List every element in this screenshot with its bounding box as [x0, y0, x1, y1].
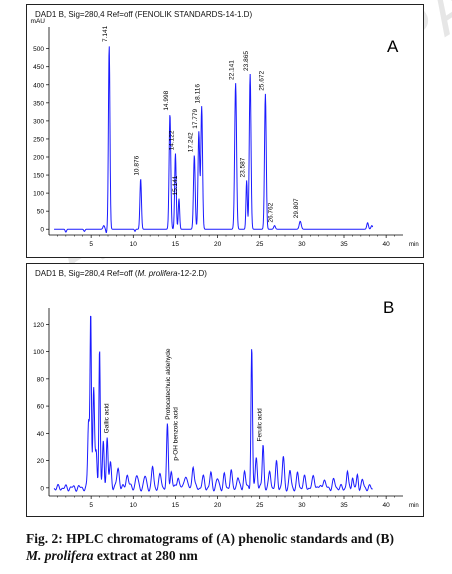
panel-a-header: DAD1 B, Sig=280,4 Ref=off (FENOLIK STAND… [35, 10, 253, 19]
x-axis-label: min [409, 242, 419, 248]
peak-label: 17.242 [187, 132, 194, 152]
peak-label: 26.762 [268, 202, 275, 222]
y-tick-label: 20 [37, 458, 45, 465]
y-tick-label: 500 [33, 46, 44, 53]
chromatogram-trace [54, 46, 374, 233]
compound-label: p-OH benzoic acid [172, 407, 179, 461]
y-tick-label: 0 [40, 485, 44, 492]
peak-label: 10.876 [134, 155, 141, 175]
y-tick-label: 300 [33, 118, 44, 125]
panel-a-label: A [387, 37, 399, 56]
y-tick-label: 80 [37, 376, 45, 383]
peak-label: 22.141 [229, 60, 236, 80]
x-tick-label: 5 [89, 502, 93, 509]
x-tick-label: 40 [383, 241, 391, 248]
y-tick-label: 150 [33, 173, 44, 180]
peak-label: 14.998 [163, 90, 170, 110]
y-tick-label: 40 [37, 431, 45, 438]
panel-b-header: DAD1 B, Sig=280,4 Ref=off (M. prolifera-… [35, 269, 207, 278]
chromatogram-b-plot: 0 20 40 60 80 100 120 5 10 15 20 25 30 35 40 min Gallic … [33, 308, 419, 509]
x-tick-label: 30 [298, 241, 306, 248]
x-tick-label: 35 [340, 241, 348, 248]
x-tick-label: 10 [130, 241, 138, 248]
y-tick-label: 50 [37, 209, 45, 216]
y-tick-label: 0 [40, 227, 44, 234]
y-tick-label: 250 [33, 136, 44, 143]
peak-label: 17.779 [192, 108, 199, 128]
y-tick-label: 400 [33, 82, 44, 89]
panel-b-label: B [383, 298, 395, 317]
peak-label: 25.672 [258, 71, 265, 91]
x-tick-label: 40 [383, 502, 391, 509]
compound-label: Ferulic acid [257, 408, 264, 442]
x-tick-label: 5 [89, 241, 93, 248]
peak-label: 15.141 [172, 175, 179, 195]
y-tick-label: 100 [33, 349, 44, 356]
y-tick-label: 200 [33, 155, 44, 162]
peak-label: 23.865 [243, 51, 250, 71]
x-axis-label: min [409, 503, 419, 509]
y-tick-label: 350 [33, 100, 44, 107]
compound-label: Protocatechuic aldehyde [165, 348, 172, 420]
x-tick-label: 25 [256, 502, 264, 509]
peak-label: 18.116 [195, 84, 202, 104]
x-tick-label: 25 [256, 241, 264, 248]
y-tick-label: 60 [37, 404, 45, 411]
y-axis-label: mAU [31, 18, 46, 25]
x-tick-label: 15 [172, 241, 180, 248]
peak-label: 29.807 [293, 198, 300, 218]
y-tick-label: 450 [33, 64, 44, 71]
chromatogram-panel-b: DAD1 B, Sig=280,4 Ref=off (M. prolifera-… [26, 263, 424, 517]
figure-caption: Fig. 2: HPLC chromatograms of (A) phenol… [26, 531, 395, 563]
peak-label: 14.122 [168, 130, 175, 150]
x-tick-label: 15 [172, 502, 180, 509]
chromatogram-panel-a: DAD1 B, Sig=280,4 Ref=off (FENOLIK STAND… [26, 4, 424, 258]
x-tick-label: 30 [298, 502, 306, 509]
y-tick-label: 100 [33, 191, 44, 198]
y-tick-label: 120 [33, 322, 44, 329]
chromatogram-a-plot: 0 50 100 150 200 250 300 350 400 450 500 5 10 15 20 25 3… [31, 18, 419, 248]
compound-label: Gallic acid [103, 403, 110, 433]
x-tick-label: 20 [214, 241, 222, 248]
x-tick-label: 10 [130, 502, 138, 509]
peak-label: 23.587 [240, 157, 247, 177]
chromatogram-trace [53, 315, 373, 492]
x-tick-label: 20 [214, 502, 222, 509]
x-tick-label: 35 [340, 502, 348, 509]
peak-label: 7.141 [102, 25, 109, 42]
